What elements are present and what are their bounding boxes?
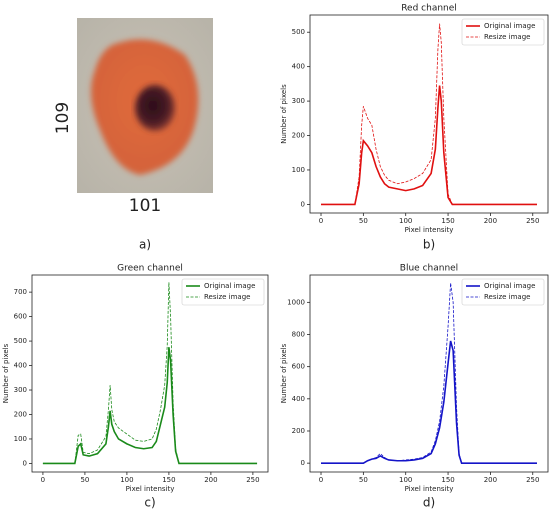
x-tick-label: 200 [484,217,497,225]
x-axis-label: Pixel intensity [405,226,454,234]
data-line [321,340,537,464]
chart-title: Blue channel [400,264,458,274]
x-axis-label: Pixel intensity [126,485,175,493]
y-tick-label: 400 [292,63,305,71]
y-axis-label: Number of pixels [280,343,288,403]
y-tick-label: 200 [14,410,27,418]
caption: a) [139,238,151,252]
legend-label: Original image [484,22,535,30]
y-tick-label: 100 [292,166,305,174]
legend-label: Original image [204,282,255,290]
legend-label: Resize image [484,293,530,301]
y-tick-label: 1000 [287,298,305,306]
data-line [42,282,258,464]
y-tick-label: 0 [301,459,305,467]
x-tick-label: 150 [441,217,454,225]
legend-label: Resize image [204,293,250,301]
data-line [321,23,537,205]
y-tick-label: 500 [292,28,305,36]
data-line [321,282,537,464]
x-tick-label: 250 [246,476,259,484]
y-tick-label: 200 [292,427,305,435]
y-tick-label: 600 [292,363,305,371]
y-tick-label: 200 [292,132,305,140]
chart-title: Red channel [401,4,457,14]
x-tick-label: 100 [399,217,412,225]
legend-box [181,278,265,306]
legend-box [461,278,545,306]
image-height-label: 109 [53,102,73,134]
y-tick-label: 100 [14,435,27,443]
x-tick-label: 50 [359,476,368,484]
y-tick-label: 400 [14,362,27,370]
y-tick-label: 800 [292,331,305,339]
x-tick-label: 200 [204,476,217,484]
chart-title: Green channel [117,264,183,274]
x-tick-label: 150 [162,476,175,484]
y-axis-label: Number of pixels [280,84,288,144]
caption: d) [423,496,435,510]
y-tick-label: 300 [14,386,27,394]
y-tick-label: 500 [14,337,27,345]
x-tick-label: 50 [359,217,368,225]
y-tick-label: 600 [14,313,27,321]
y-axis-label: Number of pixels [2,343,10,403]
plot-frame [309,14,549,214]
plot-frame [31,274,269,473]
x-tick-label: 100 [120,476,133,484]
x-axis-label: Pixel intensity [405,485,454,493]
x-tick-label: 0 [41,476,45,484]
data-line [321,85,537,206]
plot-frame [309,274,549,473]
image-width-label: 101 [129,196,161,216]
legend-label: Original image [484,282,535,290]
x-tick-label: 100 [399,476,412,484]
y-tick-label: 300 [292,97,305,105]
y-tick-label: 700 [14,288,27,296]
caption: b) [423,238,435,252]
x-tick-label: 250 [526,476,539,484]
y-tick-label: 0 [23,459,27,467]
y-tick-label: 400 [292,395,305,403]
x-tick-label: 0 [319,217,323,225]
data-line [42,347,258,465]
caption: c) [144,496,155,510]
x-tick-label: 50 [80,476,89,484]
legend-box [461,18,545,46]
cell-image [77,18,213,193]
x-tick-label: 250 [526,217,539,225]
x-tick-label: 150 [441,476,454,484]
x-tick-label: 200 [484,476,497,484]
x-tick-label: 0 [319,476,323,484]
legend-label: Resize image [484,33,530,41]
y-tick-label: 0 [301,200,305,208]
